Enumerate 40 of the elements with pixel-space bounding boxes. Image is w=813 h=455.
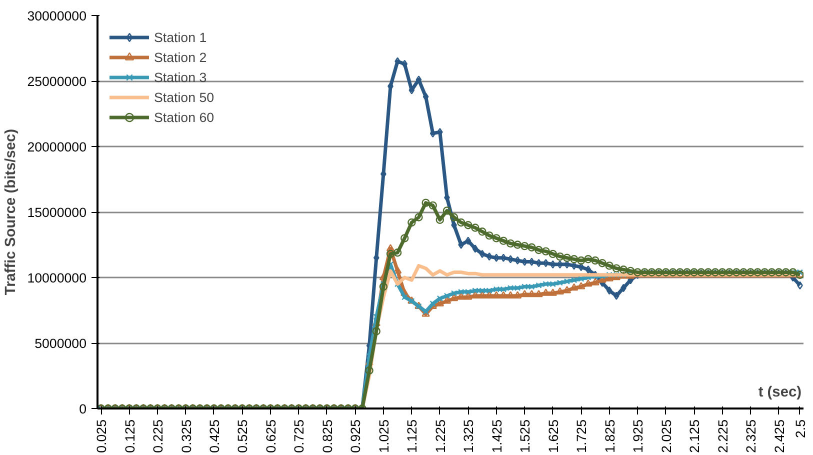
legend-label: Station 1 bbox=[154, 30, 207, 44]
x-tick-label: 2.5 bbox=[792, 419, 808, 438]
y-tick-label: 5000000 bbox=[34, 336, 87, 351]
x-tick-label: 1.225 bbox=[432, 419, 448, 453]
y-tick-label: 15000000 bbox=[27, 205, 87, 220]
x-tick-label: 0.925 bbox=[348, 419, 364, 453]
y-tick-label: 20000000 bbox=[27, 140, 87, 154]
x-tick-label: 0.725 bbox=[292, 419, 307, 453]
y-tick-label: 30000000 bbox=[27, 8, 87, 24]
x-tick-label: 0.125 bbox=[122, 419, 138, 453]
x-tick-label: 1.325 bbox=[461, 419, 476, 453]
x-tick-label: 1.925 bbox=[630, 419, 646, 453]
y-axis-title: Traffic Source (bits/sec) bbox=[3, 128, 20, 296]
legend-label: Station 2 bbox=[154, 50, 207, 64]
x-tick-label: 1.625 bbox=[546, 419, 561, 453]
y-tick-label: 10000000 bbox=[27, 270, 87, 286]
x-tick-label: 0.025 bbox=[94, 419, 110, 453]
legend-label: Station 3 bbox=[154, 70, 207, 84]
x-tick-label: 1.725 bbox=[574, 419, 590, 453]
x-tick-label: 0.625 bbox=[263, 419, 278, 453]
x-tick-label: 2.425 bbox=[772, 419, 787, 453]
x-tick-label: 1.025 bbox=[376, 419, 392, 453]
x-tick-label: 0.525 bbox=[235, 419, 250, 453]
x-tick-label: 0.425 bbox=[206, 419, 222, 453]
x-tick-label: 2.125 bbox=[687, 419, 702, 453]
x-tick-label: 0.325 bbox=[178, 419, 194, 453]
legend-label: Station 50 bbox=[154, 90, 214, 104]
x-tick-label: 1.825 bbox=[602, 419, 618, 453]
x-axis-title: t (sec) bbox=[758, 384, 802, 400]
x-tick-label: 1.125 bbox=[404, 419, 420, 453]
x-tick-label: 2.225 bbox=[715, 419, 730, 453]
x-tick-label: 0.825 bbox=[320, 419, 335, 453]
x-tick-label: 2.025 bbox=[658, 419, 674, 453]
y-tick-label: 25000000 bbox=[27, 74, 87, 89]
legend-label: Station 60 bbox=[154, 110, 214, 124]
x-tick-label: 1.425 bbox=[489, 419, 504, 453]
x-tick-label: 2.325 bbox=[744, 419, 759, 453]
y-tick-label: 0 bbox=[79, 402, 87, 416]
x-tick-label: 1.525 bbox=[518, 419, 533, 453]
x-tick-label: 0.225 bbox=[150, 419, 166, 453]
